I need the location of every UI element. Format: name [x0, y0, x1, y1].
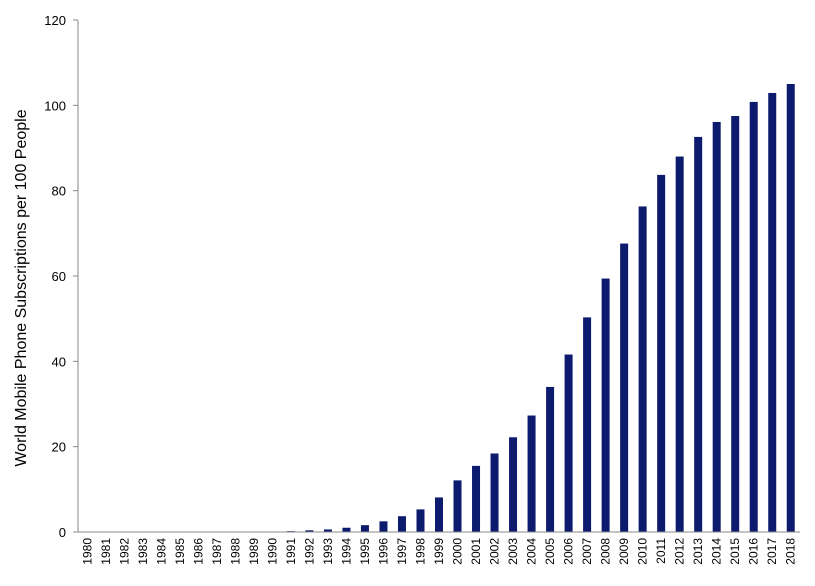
bar-2017: [768, 92, 777, 533]
x-tick-label: 2009: [617, 538, 631, 565]
bar-2014: [712, 121, 721, 532]
x-tick-label: 2002: [488, 538, 502, 565]
x-tick-label: 1992: [302, 538, 316, 565]
x-tick-label: 2006: [562, 538, 576, 565]
bars: [268, 84, 795, 533]
x-tick-label: 1982: [117, 538, 131, 565]
bar-2012: [675, 156, 684, 532]
x-axis-ticks: 1980 1981 1982 1983 1984 1985 1986 1987 1988 1989…: [80, 538, 797, 565]
x-tick-label: 1986: [191, 538, 205, 565]
bar-2016: [749, 101, 758, 533]
bar-2003: [509, 437, 518, 532]
bar-2007: [583, 317, 592, 532]
x-tick-label: 1981: [99, 538, 113, 565]
x-tick-label: 1999: [432, 538, 446, 565]
bar-2008: [601, 278, 610, 532]
y-tick-label: 80: [52, 184, 66, 199]
x-tick-label: 1983: [136, 538, 150, 565]
x-tick-label: 2008: [599, 538, 613, 565]
x-tick-label: 2011: [654, 538, 668, 564]
bar-2018: [786, 84, 795, 532]
bar-2005: [546, 386, 555, 532]
bar-2001: [472, 465, 481, 532]
x-tick-label: 2017: [765, 538, 779, 565]
x-tick-label: 2018: [784, 538, 798, 565]
y-tick-label: 100: [44, 98, 66, 113]
x-tick-label: 1989: [247, 538, 261, 565]
bar-1994: [342, 527, 351, 532]
x-tick-label: 1987: [210, 538, 224, 565]
bar-1997: [397, 516, 406, 532]
x-tick-label: 1996: [376, 538, 390, 565]
x-tick-label: 2015: [728, 538, 742, 565]
bar-1992: [305, 530, 314, 532]
x-tick-label: 1984: [154, 538, 168, 565]
x-tick-label: 1994: [339, 538, 353, 565]
y-tick-label: 60: [52, 269, 66, 284]
bar-2009: [620, 243, 629, 532]
bar-2004: [527, 415, 536, 532]
x-tick-label: 2003: [506, 538, 520, 565]
bar-2006: [564, 354, 573, 532]
x-tick-label: 1997: [395, 538, 409, 565]
x-tick-label: 1991: [284, 538, 298, 565]
x-tick-label: 2013: [691, 538, 705, 565]
x-tick-label: 1990: [265, 538, 279, 565]
bar-1995: [360, 525, 369, 532]
x-tick-label: 2016: [747, 538, 761, 565]
bar-1993: [323, 529, 332, 532]
bar-1998: [416, 509, 425, 532]
bar-2002: [490, 453, 499, 532]
x-tick-label: 1995: [358, 538, 372, 565]
bar-2000: [453, 480, 462, 532]
x-tick-label: 2004: [525, 538, 539, 565]
bar-2013: [694, 136, 703, 532]
y-tick-label: 0: [59, 525, 66, 540]
x-tick-label: 2012: [673, 538, 687, 565]
bar-2010: [638, 206, 647, 532]
bar-1999: [435, 497, 443, 532]
bar-1996: [379, 521, 388, 532]
bar-2015: [731, 116, 740, 532]
x-tick-label: 2001: [469, 538, 483, 565]
x-tick-label: 1998: [413, 538, 427, 565]
y-tick-label: 40: [52, 354, 66, 369]
x-tick-label: 2007: [580, 538, 594, 565]
y-axis-ticks: 0 20 40 60 80 100 120: [44, 13, 78, 540]
x-tick-label: 2014: [710, 538, 724, 565]
x-tick-label: 2005: [543, 538, 557, 565]
x-tick-label: 1988: [228, 538, 242, 565]
y-axis-label: World Mobile Phone Subscriptions per 100…: [13, 109, 30, 466]
y-tick-label: 20: [52, 440, 66, 455]
x-tick-label: 1985: [173, 538, 187, 565]
x-tick-label: 2010: [636, 538, 650, 565]
bar-2011: [657, 174, 666, 532]
x-tick-label: 1993: [321, 538, 335, 565]
x-tick-label: 2000: [451, 538, 465, 565]
y-tick-label: 120: [44, 13, 66, 28]
x-tick-label: 1980: [80, 538, 94, 565]
